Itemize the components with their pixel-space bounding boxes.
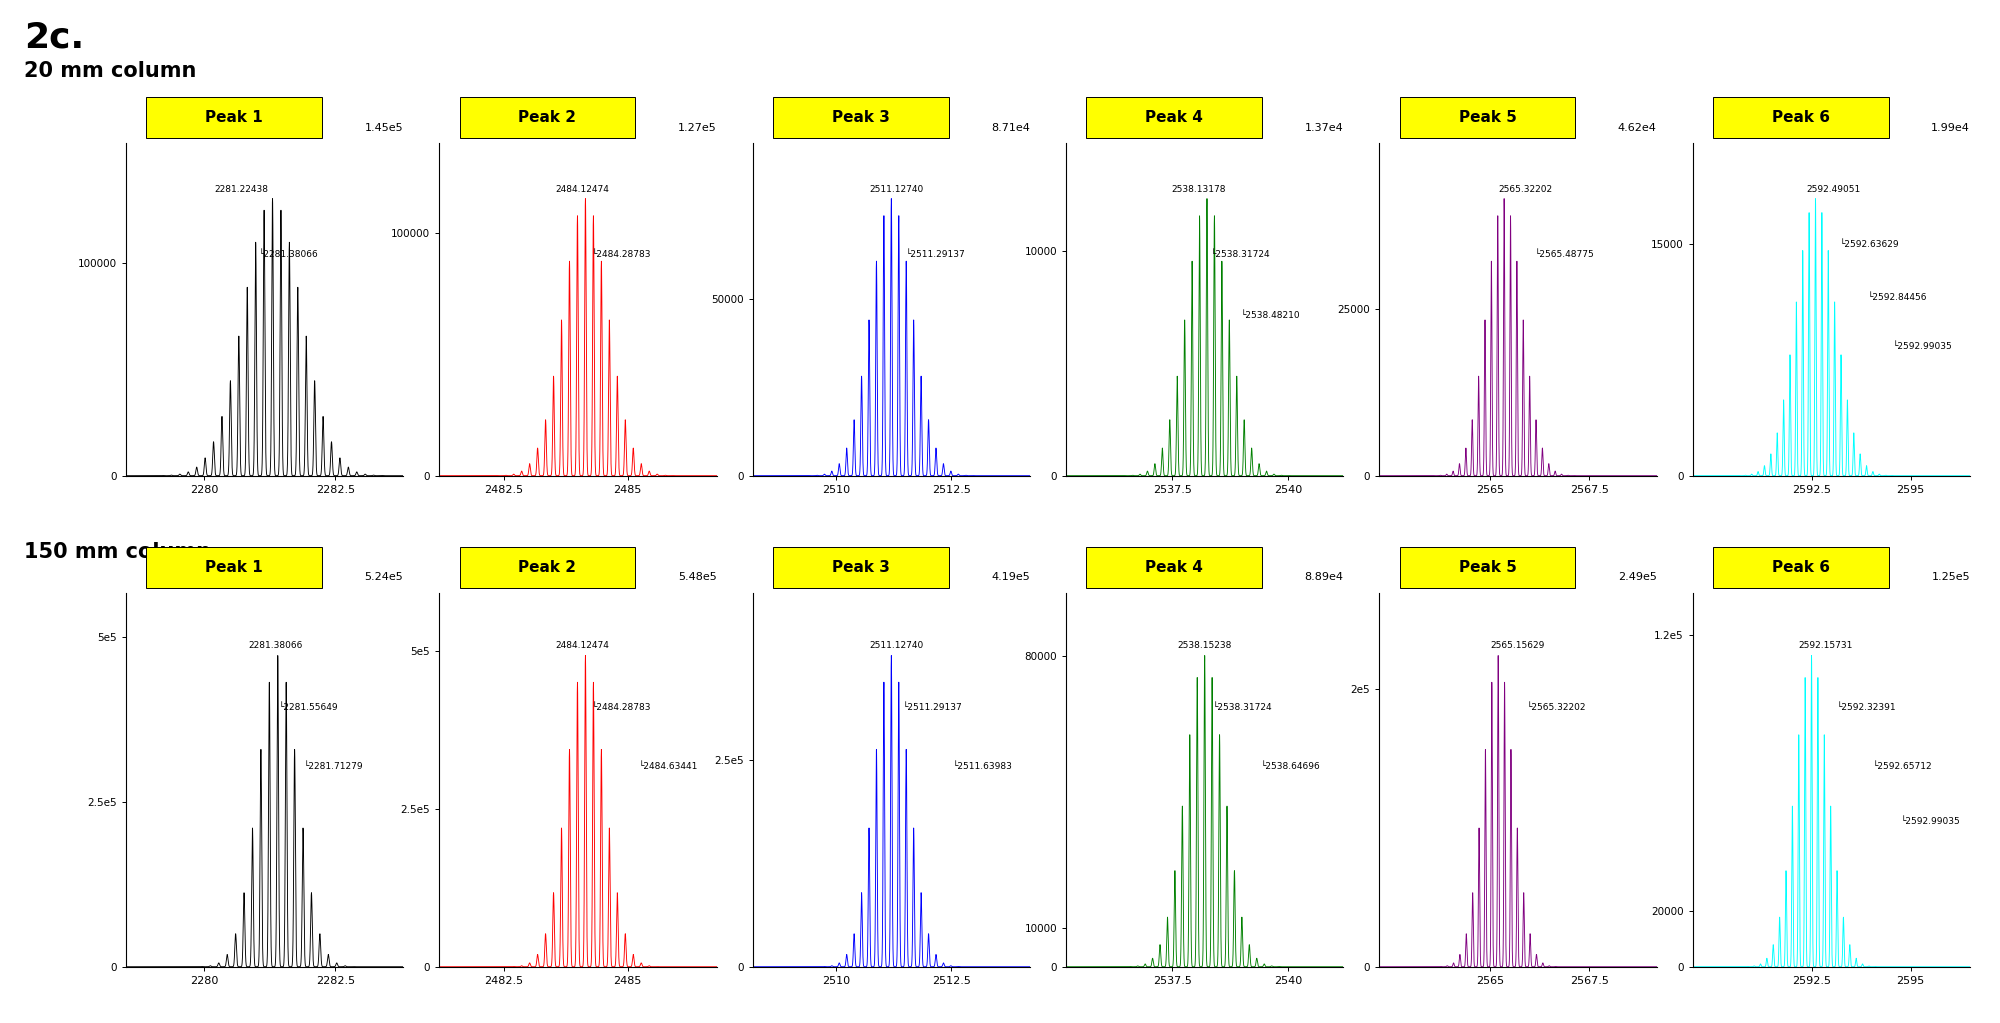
- Text: 2c.: 2c.: [24, 20, 84, 54]
- Text: 4.19e5: 4.19e5: [992, 572, 1030, 582]
- Text: └2511.63983: └2511.63983: [952, 762, 1012, 770]
- Text: 1.25e5: 1.25e5: [1932, 572, 1970, 582]
- Text: └2538.64696: └2538.64696: [1260, 762, 1320, 770]
- Text: 1.27e5: 1.27e5: [678, 123, 716, 133]
- Text: └2592.99035: └2592.99035: [1900, 817, 1960, 826]
- Text: └2538.31724: └2538.31724: [1212, 703, 1272, 712]
- Text: 8.71e4: 8.71e4: [992, 123, 1030, 133]
- Text: └2592.99035: └2592.99035: [1892, 342, 1952, 351]
- Text: Peak 6: Peak 6: [1772, 561, 1830, 575]
- Text: └2511.29137: └2511.29137: [906, 250, 964, 259]
- Text: 2592.49051: 2592.49051: [1806, 185, 1860, 194]
- Text: Peak 4: Peak 4: [1146, 110, 1204, 125]
- Text: 8.89e4: 8.89e4: [1304, 572, 1344, 582]
- Text: └2538.48210: └2538.48210: [1240, 311, 1300, 320]
- Text: └2511.29137: └2511.29137: [902, 703, 962, 712]
- Text: 2511.12740: 2511.12740: [870, 640, 924, 650]
- Text: └2565.32202: └2565.32202: [1526, 703, 1586, 712]
- Text: └2565.48775: └2565.48775: [1534, 250, 1594, 259]
- Text: 2538.15238: 2538.15238: [1176, 640, 1232, 650]
- Text: 5.48e5: 5.48e5: [678, 572, 716, 582]
- Text: 1.99e4: 1.99e4: [1932, 123, 1970, 133]
- Text: 5.24e5: 5.24e5: [364, 572, 404, 582]
- Text: └2281.71279: └2281.71279: [304, 762, 364, 770]
- Text: └2592.63629: └2592.63629: [1840, 240, 1900, 250]
- Text: 1.45e5: 1.45e5: [364, 123, 404, 133]
- Text: Peak 5: Peak 5: [1458, 110, 1516, 125]
- Text: └2538.31724: └2538.31724: [1210, 250, 1270, 259]
- Text: 2281.38066: 2281.38066: [248, 640, 302, 650]
- Text: Peak 1: Peak 1: [206, 110, 264, 125]
- Text: 2281.22438: 2281.22438: [214, 185, 268, 194]
- Text: 2538.13178: 2538.13178: [1172, 185, 1226, 194]
- Text: └2592.65712: └2592.65712: [1872, 762, 1932, 770]
- Text: 2484.12474: 2484.12474: [556, 640, 610, 650]
- Text: └2281.38066: └2281.38066: [260, 250, 318, 259]
- Text: └2484.63441: └2484.63441: [640, 762, 698, 770]
- Text: 2.49e5: 2.49e5: [1618, 572, 1656, 582]
- Text: Peak 3: Peak 3: [832, 561, 890, 575]
- Text: 4.62e4: 4.62e4: [1618, 123, 1656, 133]
- Text: Peak 4: Peak 4: [1146, 561, 1204, 575]
- Text: 150 mm column: 150 mm column: [24, 542, 212, 563]
- Text: Peak 5: Peak 5: [1458, 561, 1516, 575]
- Text: 2565.32202: 2565.32202: [1498, 185, 1552, 194]
- Text: 1.37e4: 1.37e4: [1304, 123, 1344, 133]
- Text: └2484.28783: └2484.28783: [592, 703, 652, 712]
- Text: Peak 3: Peak 3: [832, 110, 890, 125]
- Text: Peak 2: Peak 2: [518, 561, 576, 575]
- Text: 20 mm column: 20 mm column: [24, 61, 196, 82]
- Text: 2592.15731: 2592.15731: [1798, 640, 1852, 650]
- Text: Peak 1: Peak 1: [206, 561, 264, 575]
- Text: Peak 2: Peak 2: [518, 110, 576, 125]
- Text: └2281.55649: └2281.55649: [278, 703, 338, 712]
- Text: └2592.32391: └2592.32391: [1836, 703, 1896, 712]
- Text: └2484.28783: └2484.28783: [592, 250, 652, 259]
- Text: 2484.12474: 2484.12474: [556, 185, 610, 194]
- Text: 2511.12740: 2511.12740: [870, 185, 924, 194]
- Text: Peak 6: Peak 6: [1772, 110, 1830, 125]
- Text: 2565.15629: 2565.15629: [1490, 640, 1544, 650]
- Text: └2592.84456: └2592.84456: [1868, 293, 1926, 302]
